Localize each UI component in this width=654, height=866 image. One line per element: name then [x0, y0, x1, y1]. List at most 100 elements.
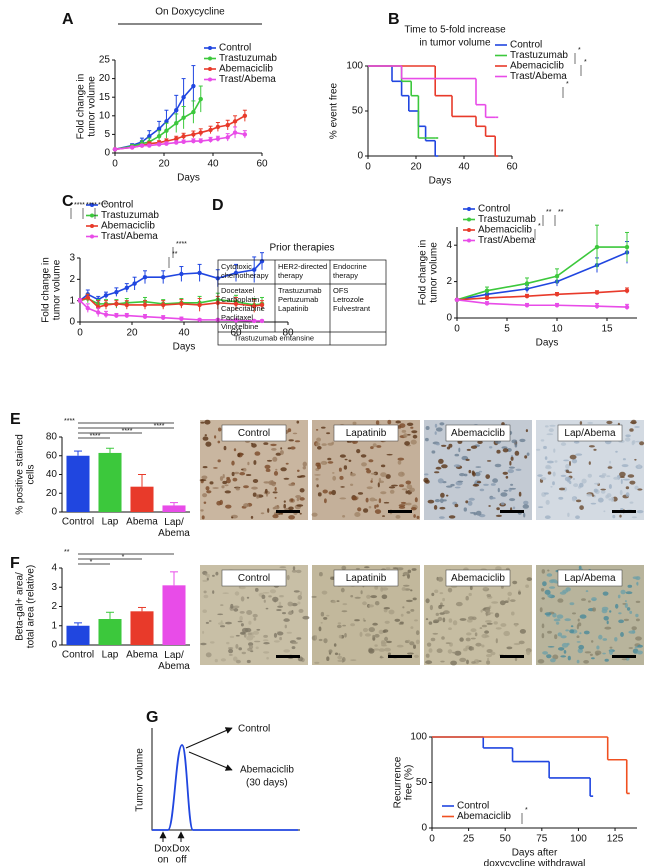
cell	[463, 507, 467, 512]
y-tick-label: 4	[446, 240, 452, 251]
cell	[323, 617, 328, 620]
cell	[523, 512, 526, 518]
cell	[507, 597, 510, 602]
x-axis-label: Days	[173, 342, 196, 353]
cell	[350, 623, 355, 627]
cell	[576, 659, 580, 664]
cell	[378, 498, 382, 504]
y-axis-label: tumor volume	[52, 259, 63, 320]
cell	[370, 472, 377, 475]
x-tick-label: 60	[256, 159, 268, 170]
cell	[280, 512, 284, 515]
data-point	[554, 273, 560, 279]
data-point	[197, 302, 202, 308]
cell	[635, 440, 641, 443]
y-tick-label: 3	[51, 582, 57, 593]
y-tick-label: 2	[446, 276, 452, 287]
scale-bar	[612, 655, 636, 658]
cell	[600, 475, 606, 479]
cell	[314, 661, 320, 664]
histology-image: Abemaciclib	[424, 565, 532, 666]
significance-label: ****	[122, 428, 133, 435]
cell	[561, 642, 569, 648]
cell	[434, 471, 440, 474]
chart-title: Time to 5-fold increase	[404, 25, 506, 36]
y-tick-label: 25	[99, 55, 111, 66]
cell	[471, 646, 475, 651]
cell	[339, 475, 344, 480]
cell	[410, 507, 417, 511]
cell	[255, 646, 259, 650]
data-point	[524, 303, 530, 308]
cell	[566, 471, 573, 474]
cell	[332, 475, 337, 481]
x-tick-label: 20	[126, 328, 138, 339]
cell	[398, 506, 406, 509]
cell	[544, 612, 552, 616]
cell	[200, 421, 205, 424]
cell	[283, 618, 290, 622]
cell	[273, 471, 279, 476]
table-cell: Paclitaxel	[221, 313, 253, 322]
cell	[550, 486, 553, 488]
cell	[215, 571, 219, 576]
data-point	[174, 140, 179, 145]
cell	[241, 632, 246, 635]
cell	[273, 632, 278, 638]
cell	[209, 481, 214, 485]
data-point	[142, 275, 148, 280]
cell	[361, 462, 367, 467]
cell	[231, 516, 234, 519]
cell	[635, 600, 641, 604]
cell	[272, 514, 279, 519]
data-point	[259, 318, 265, 324]
cell	[553, 618, 561, 622]
cell	[200, 642, 207, 646]
cell	[481, 633, 489, 639]
cell	[438, 458, 444, 464]
cell	[346, 440, 353, 443]
cell	[458, 447, 461, 453]
cell	[547, 646, 555, 648]
cell	[321, 443, 327, 446]
cell	[416, 515, 420, 520]
cell	[465, 500, 469, 504]
cell	[299, 488, 305, 493]
cell	[296, 504, 304, 507]
cell	[360, 590, 363, 595]
data-point	[594, 303, 600, 309]
cell	[488, 505, 491, 507]
cell	[587, 473, 592, 478]
cell	[296, 420, 300, 424]
cell	[577, 622, 582, 627]
table-cell: Vinorelbine	[221, 322, 258, 331]
cell	[441, 444, 447, 447]
cell	[459, 618, 467, 621]
cell	[496, 449, 501, 454]
data-point	[181, 139, 186, 145]
cell	[448, 443, 453, 448]
cell	[550, 658, 556, 663]
cell	[518, 591, 521, 595]
cell	[203, 501, 207, 504]
cell	[583, 630, 590, 635]
cell	[382, 515, 385, 517]
x-axis-label: doxycycline withdrawal	[484, 859, 586, 866]
cell	[410, 626, 414, 629]
cell	[500, 502, 505, 506]
cell	[266, 656, 269, 660]
table-cell: Pertuzumab	[278, 295, 318, 304]
x-tick-label: 20	[410, 162, 422, 173]
cell	[263, 442, 269, 445]
cell	[246, 610, 253, 615]
cell	[567, 512, 570, 517]
cell	[628, 647, 633, 649]
table-header: Endocrine therapy	[333, 262, 369, 280]
cell	[502, 471, 508, 475]
legend-label: Abemaciclib	[219, 64, 273, 75]
x-tick-label: 50	[500, 834, 512, 845]
cell	[350, 595, 354, 598]
x-tick-label: Abema	[126, 517, 158, 528]
cell	[410, 609, 415, 612]
cell	[436, 648, 443, 653]
